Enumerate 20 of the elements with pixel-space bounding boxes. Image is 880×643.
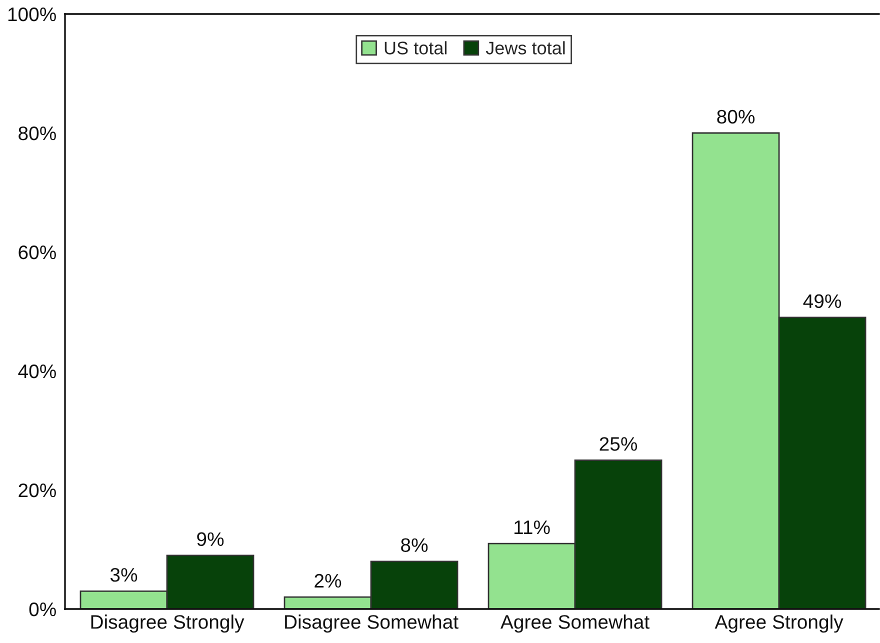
y-tick-label: 0% [29,602,56,616]
x-tick-label: Agree Strongly [714,614,844,633]
data-label: 2% [314,574,342,588]
data-label: 9% [197,532,224,546]
legend-label: Jews total [486,41,565,54]
data-label: 80% [717,110,755,124]
x-tick-label: Agree Somewhat [500,614,650,633]
y-tick-label: 40% [18,364,56,378]
y-tick-label: 20% [18,483,56,498]
data-label: 25% [600,437,638,451]
x-tick-label: Disagree Somewhat [285,614,458,633]
data-label: 8% [401,538,428,552]
data-label: 3% [110,568,138,582]
data-label: 11% [514,520,550,534]
y-tick-label: 60% [18,245,56,260]
y-tick-label: 100% [8,7,56,22]
x-tick-label: Disagree Strongly [91,614,244,633]
legend-label: US total [384,41,447,54]
data-label: 49% [803,294,842,308]
y-tick-label: 80% [18,126,56,140]
